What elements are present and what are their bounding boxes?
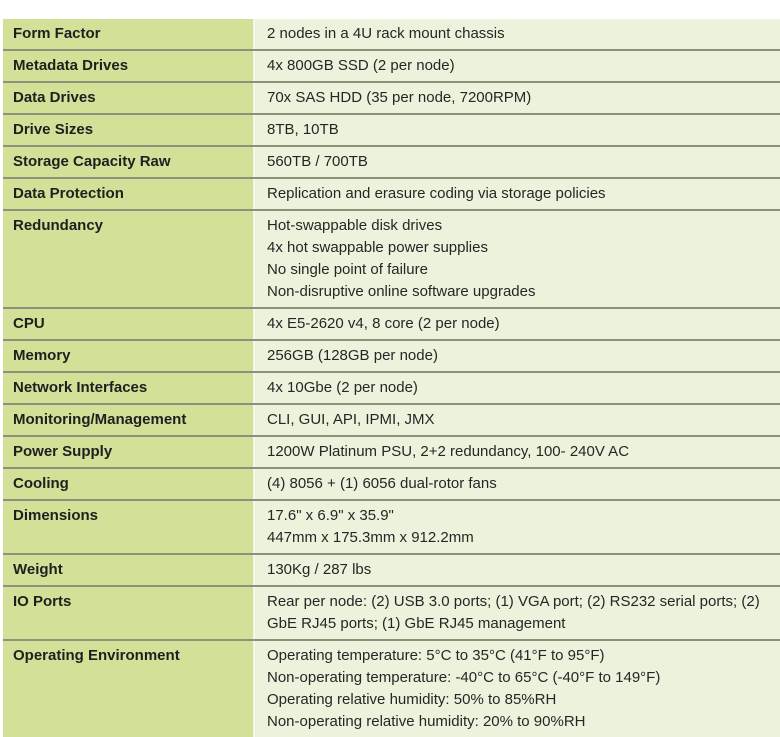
spec-row-cpu: CPU 4x E5-2620 v4, 8 core (2 per node) (3, 307, 780, 339)
spec-row-redundancy: Redundancy Hot-swappable disk drives 4x … (3, 209, 780, 307)
spec-value: 130Kg / 287 lbs (255, 555, 780, 585)
spec-value-line: (4) 8056 + (1) 6056 dual-rotor fans (267, 475, 497, 492)
spec-value-line: 4x hot swappable power supplies (267, 239, 488, 256)
spec-label: Monitoring/Management (3, 405, 255, 435)
spec-label: Form Factor (3, 19, 255, 49)
spec-value: 8TB, 10TB (255, 115, 780, 145)
spec-value-line: Hot-swappable disk drives (267, 217, 443, 234)
spec-label: Operating Environment (3, 641, 255, 737)
spec-label: Redundancy (3, 211, 255, 307)
spec-value-line: 17.6" x 6.9" x 35.9" (267, 507, 394, 524)
spec-value: Replication and erasure coding via stora… (255, 179, 780, 209)
spec-value: 560TB / 700TB (255, 147, 780, 177)
spec-value: (4) 8056 + (1) 6056 dual-rotor fans (255, 469, 780, 499)
spec-row-metadata-drives: Metadata Drives 4x 800GB SSD (2 per node… (3, 49, 780, 81)
spec-row-form-factor: Form Factor 2 nodes in a 4U rack mount c… (3, 19, 780, 49)
spec-row-memory: Memory 256GB (128GB per node) (3, 339, 780, 371)
spec-value-line: 256GB (128GB per node) (267, 347, 438, 364)
spec-value: 4x 800GB SSD (2 per node) (255, 51, 780, 81)
spec-value-line: 130Kg / 287 lbs (267, 561, 372, 578)
spec-label: Data Protection (3, 179, 255, 209)
spec-value-line: 8TB, 10TB (267, 121, 339, 138)
spec-label: Dimensions (3, 501, 255, 553)
spec-value-line: Operating relative humidity: 50% to 85%R… (267, 691, 557, 708)
spec-value: 1200W Platinum PSU, 2+2 redundancy, 100-… (255, 437, 780, 467)
spec-label: Cooling (3, 469, 255, 499)
spec-label: CPU (3, 309, 255, 339)
spec-value-line: 1200W Platinum PSU, 2+2 redundancy, 100-… (267, 443, 630, 460)
spec-value: 2 nodes in a 4U rack mount chassis (255, 19, 780, 49)
spec-row-weight: Weight 130Kg / 287 lbs (3, 553, 780, 585)
spec-value: Operating temperature: 5°C to 35°C (41°F… (255, 641, 780, 737)
spec-value-line: Non-operating temperature: -40°C to 65°C… (267, 669, 661, 686)
spec-row-power-supply: Power Supply 1200W Platinum PSU, 2+2 red… (3, 435, 780, 467)
spec-value: Rear per node: (2) USB 3.0 ports; (1) VG… (255, 587, 780, 639)
spec-row-network-interfaces: Network Interfaces 4x 10Gbe (2 per node) (3, 371, 780, 403)
spec-value: 70x SAS HDD (35 per node, 7200RPM) (255, 83, 780, 113)
spec-value-line: Non-operating relative humidity: 20% to … (267, 713, 586, 730)
spec-value-line: 4x 10Gbe (2 per node) (267, 379, 418, 396)
spec-value: 4x E5-2620 v4, 8 core (2 per node) (255, 309, 780, 339)
spec-value: Hot-swappable disk drives 4x hot swappab… (255, 211, 780, 307)
spec-value: 256GB (128GB per node) (255, 341, 780, 371)
spec-label: Data Drives (3, 83, 255, 113)
spec-row-storage-capacity-raw: Storage Capacity Raw 560TB / 700TB (3, 145, 780, 177)
spec-value-line: 70x SAS HDD (35 per node, 7200RPM) (267, 89, 532, 106)
spec-value: CLI, GUI, API, IPMI, JMX (255, 405, 780, 435)
spec-label: Network Interfaces (3, 373, 255, 403)
spec-label: Power Supply (3, 437, 255, 467)
spec-value-line: 447mm x 175.3mm x 912.2mm (267, 529, 474, 546)
spec-row-data-drives: Data Drives 70x SAS HDD (35 per node, 72… (3, 81, 780, 113)
spec-value: 4x 10Gbe (2 per node) (255, 373, 780, 403)
spec-row-data-protection: Data Protection Replication and erasure … (3, 177, 780, 209)
spec-value-line: CLI, GUI, API, IPMI, JMX (267, 411, 435, 428)
spec-value-line: No single point of failure (267, 261, 428, 278)
spec-value-line: 4x E5-2620 v4, 8 core (2 per node) (267, 315, 500, 332)
spec-value-line: Replication and erasure coding via stora… (267, 185, 606, 202)
spec-value-line: 4x 800GB SSD (2 per node) (267, 57, 455, 74)
spec-value-line: Non-disruptive online software upgrades (267, 283, 536, 300)
spec-value-line: Rear per node: (2) USB 3.0 ports; (1) VG… (267, 593, 760, 632)
spec-row-io-ports: IO Ports Rear per node: (2) USB 3.0 port… (3, 585, 780, 639)
spec-label: Weight (3, 555, 255, 585)
spec-label: IO Ports (3, 587, 255, 639)
spec-label: Memory (3, 341, 255, 371)
spec-value-line: 2 nodes in a 4U rack mount chassis (267, 25, 505, 42)
spec-label: Storage Capacity Raw (3, 147, 255, 177)
spec-row-operating-environment: Operating Environment Operating temperat… (3, 639, 780, 737)
spec-value-line: 560TB / 700TB (267, 153, 368, 170)
spec-row-drive-sizes: Drive Sizes 8TB, 10TB (3, 113, 780, 145)
spec-value-line: Operating temperature: 5°C to 35°C (41°F… (267, 647, 605, 664)
spec-row-dimensions: Dimensions 17.6" x 6.9" x 35.9" 447mm x … (3, 499, 780, 553)
spec-row-monitoring-management: Monitoring/Management CLI, GUI, API, IPM… (3, 403, 780, 435)
spec-label: Metadata Drives (3, 51, 255, 81)
spec-table: Form Factor 2 nodes in a 4U rack mount c… (3, 19, 780, 737)
spec-label: Drive Sizes (3, 115, 255, 145)
spec-value: 17.6" x 6.9" x 35.9" 447mm x 175.3mm x 9… (255, 501, 780, 553)
spec-row-cooling: Cooling (4) 8056 + (1) 6056 dual-rotor f… (3, 467, 780, 499)
